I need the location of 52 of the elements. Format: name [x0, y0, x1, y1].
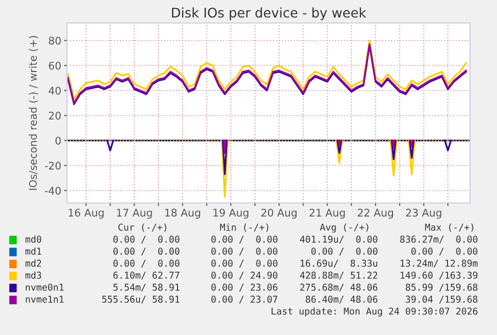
text: Last update: Mon Aug 24 09:30:07 2026 [272, 307, 478, 317]
text: 5.54m/ 58.91 [113, 284, 180, 292]
legend-label: md0 [25, 236, 42, 243]
text: Min (-/+) [220, 224, 268, 232]
text: 275.68m/ 48.06 [300, 284, 378, 292]
legend-label: nvme1n1 [26, 296, 64, 303]
legend-label: md3 [25, 272, 42, 279]
legend-label: md2 [25, 260, 42, 267]
text: 13.24m/ 12.89m [400, 260, 478, 268]
text: 0.00 / 0.00 [411, 248, 478, 256]
x-tick-label: 16 Aug [68, 208, 104, 219]
text: 0.00 / 23.06 [211, 284, 278, 292]
y-tick-label: 20 [48, 112, 61, 120]
x-tick-label: 22 Aug [358, 208, 394, 219]
text: 0.00 / 0.00 [211, 260, 278, 268]
text: 86.40m/ 48.06 [306, 296, 378, 304]
y-tick-label: 40 [48, 86, 61, 95]
text: 0.00 / 0.00 [113, 248, 180, 256]
text: 0.00 / 0.00 [311, 248, 378, 256]
text: 0.00 / 23.07 [211, 296, 278, 304]
chart-title: Disk IOs per device - by week [172, 7, 366, 20]
x-tick-label: 19 Aug [214, 208, 248, 219]
text: Max (-/+) [425, 224, 474, 232]
x-tick-label: 17 Aug [117, 208, 152, 219]
text: 0.00 / 0.00 [113, 236, 180, 244]
text: 428.88m/ 51.22 [300, 272, 378, 280]
legend-label: nvme0n1 [26, 284, 64, 291]
text: 0.00 / 0.00 [211, 236, 278, 244]
text: Avg (-/+) [320, 223, 368, 233]
text: 0.00 / 0.00 [211, 248, 278, 256]
text: 0.00 / 0.00 [113, 260, 180, 268]
x-tick-label: 23 Aug [406, 208, 442, 219]
y-tick-label: -40 [44, 186, 61, 195]
y-tick-label: 80 [48, 36, 61, 45]
text: 85.99 /159.68 [406, 284, 478, 292]
y-tick-label: 0 [56, 136, 61, 145]
text: 39.04 /159.68 [406, 296, 478, 304]
x-tick-label: 20 Aug [261, 208, 297, 219]
legend-label: md1 [25, 248, 42, 255]
text: 555.56u/ 58.91 [102, 296, 180, 304]
text: Cur (-/+) [118, 224, 166, 232]
text: 401.19u/ 0.00 [300, 236, 378, 244]
text: 836.27m/ 0.00 [400, 236, 478, 244]
x-tick-label: 18 Aug [165, 208, 200, 219]
text: 149.60 /163.39 [400, 272, 478, 280]
text: 0.00 / 24.90 [211, 272, 278, 280]
y-tick-label: 60 [48, 62, 61, 70]
x-tick-label: 21 Aug [310, 208, 345, 219]
y-axis-title: IOs/second read (-) / write (+) [28, 36, 38, 190]
text: 6.10m/ 62.77 [113, 272, 180, 280]
y-tick-label: -20 [44, 162, 61, 170]
text: 16.69u/ 8.33u [300, 260, 378, 268]
